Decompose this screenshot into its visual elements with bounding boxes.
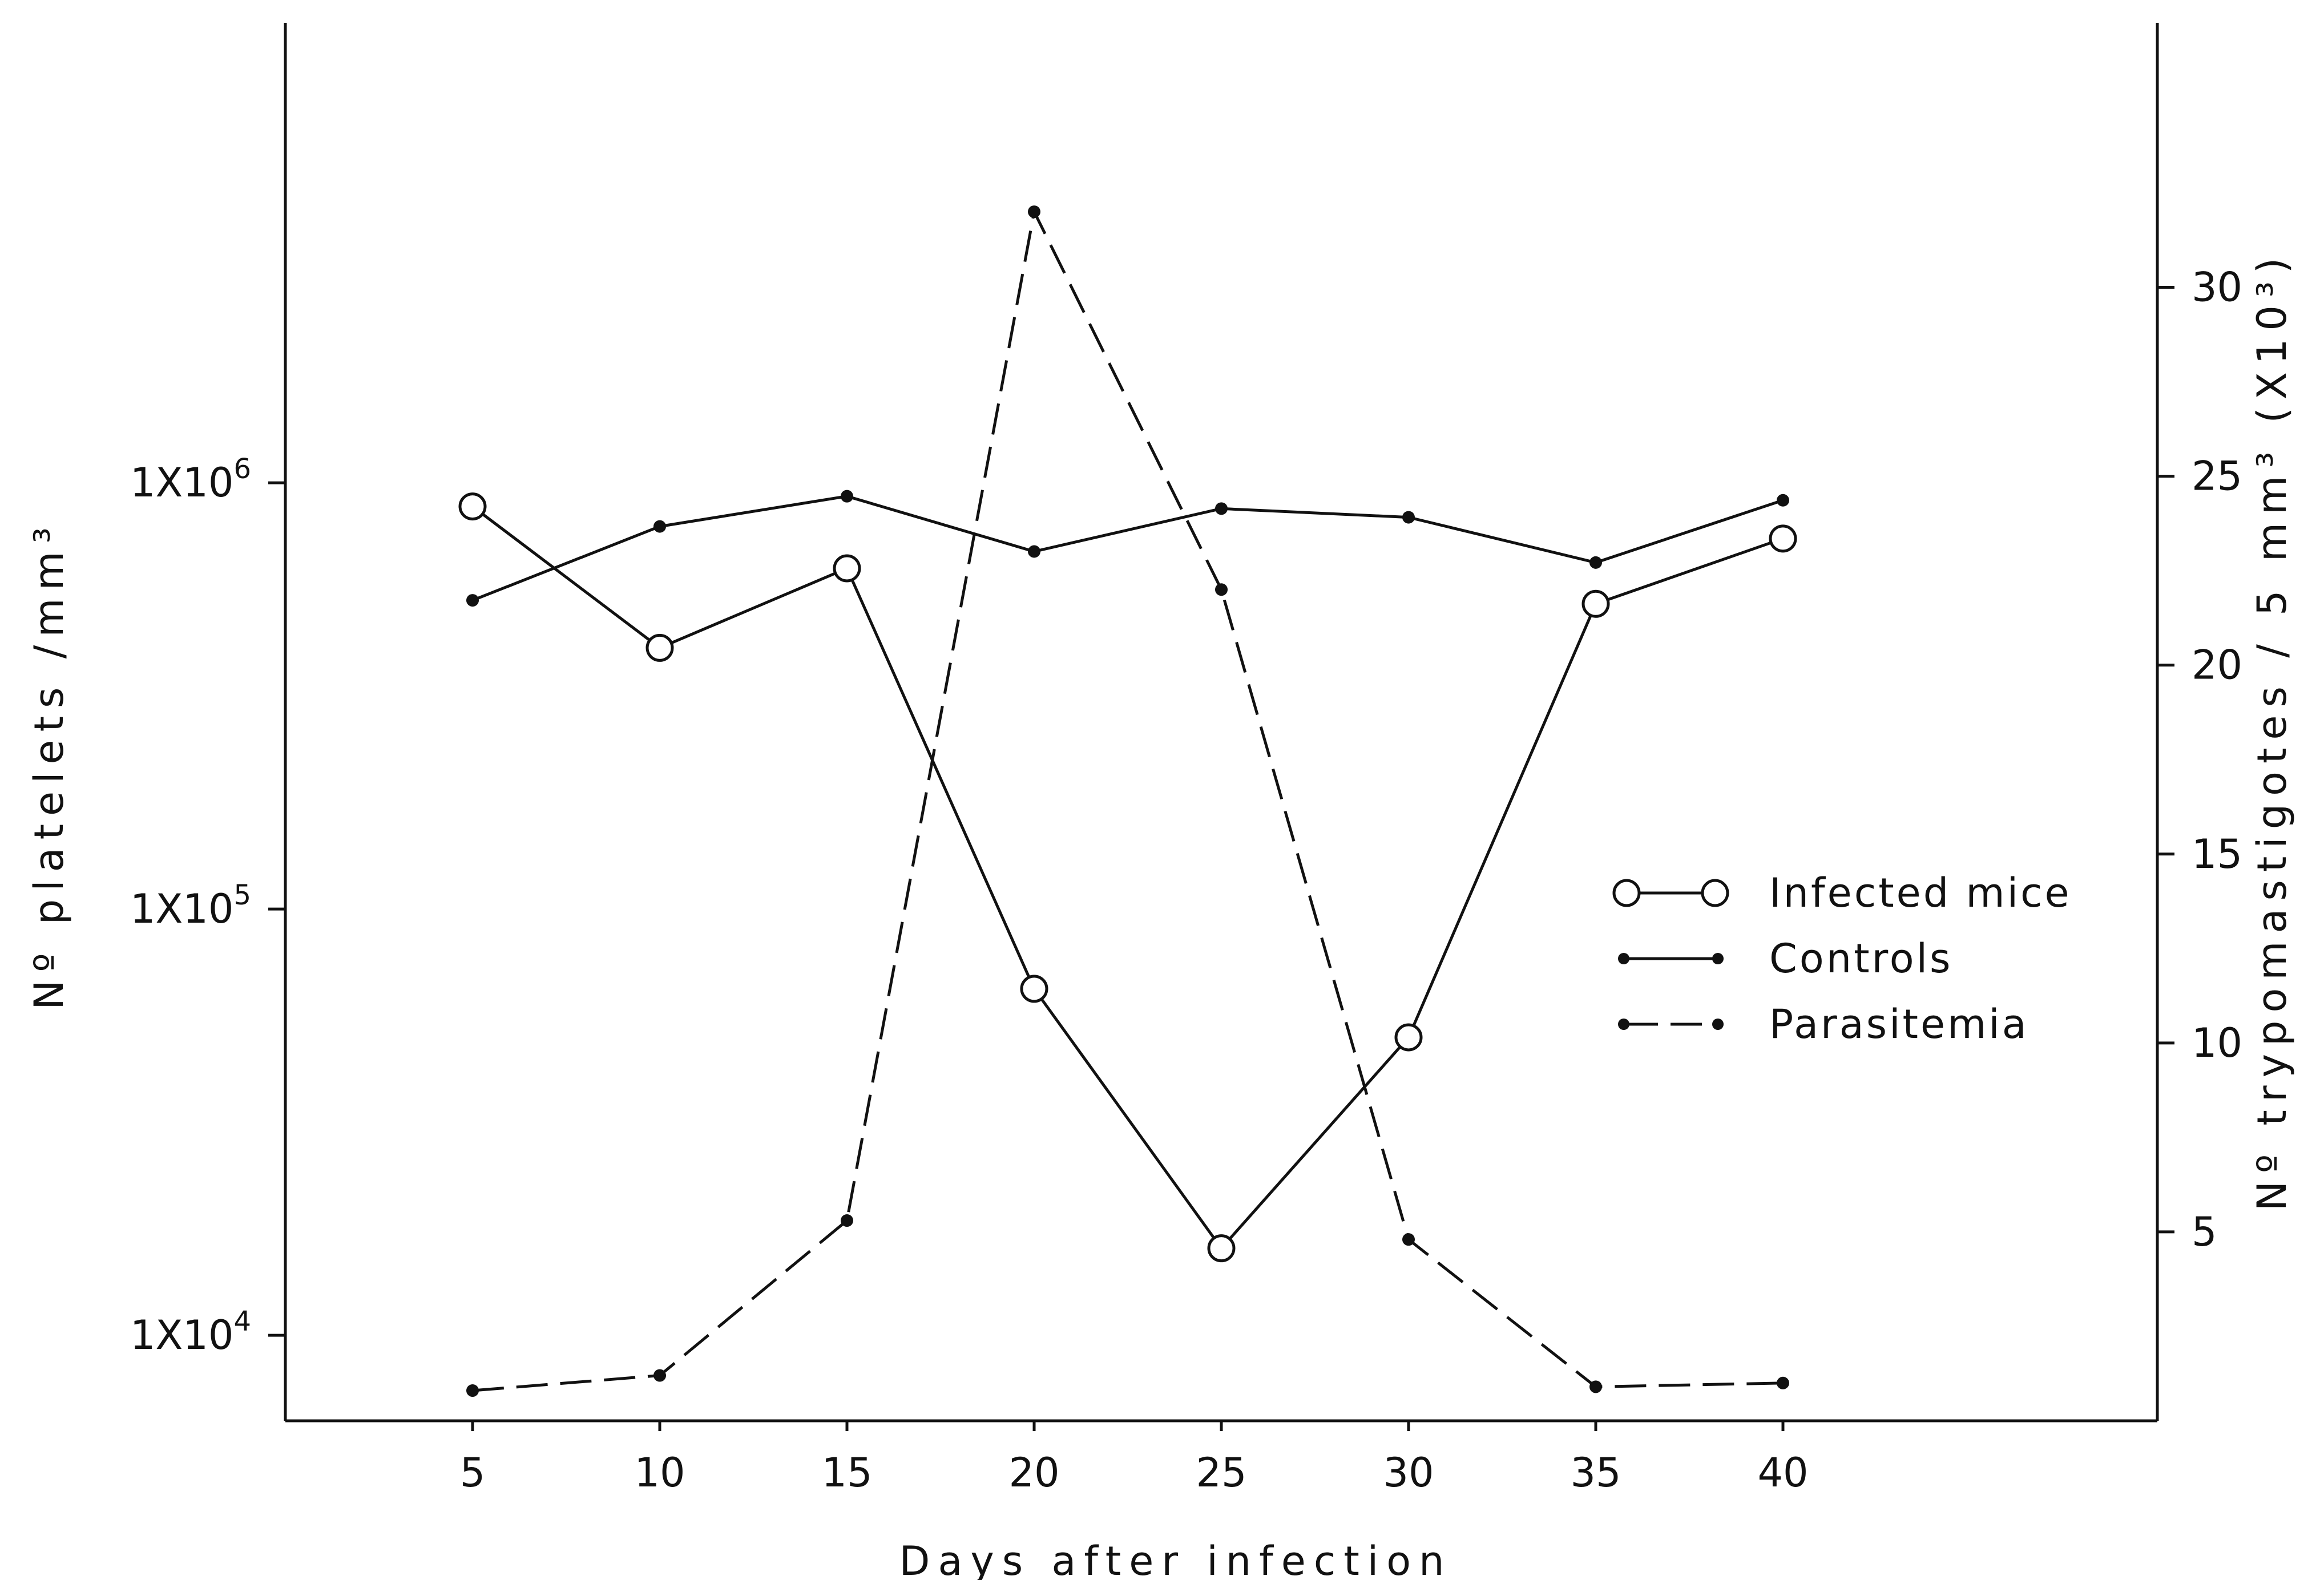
legend-marker-controls: [1618, 953, 1629, 964]
data-point-parasitemia: [1028, 205, 1040, 219]
data-point-parasitemia: [1215, 583, 1228, 596]
data-point-infected-mice: [1769, 524, 1797, 553]
legend-marker-infected-mice: [1701, 879, 1729, 907]
legend-label-controls: Controls: [1769, 935, 1953, 982]
x-tick-label: 25: [1196, 1449, 1246, 1496]
x-tick-label: 35: [1570, 1449, 1621, 1496]
axes: [284, 23, 2159, 1423]
data-point-infected-mice: [1207, 1234, 1236, 1263]
y-right-axis-title: Nº trypomastigotes / 5 mm³ (X10³): [2249, 250, 2295, 1211]
y-right-tick-label: 30: [2192, 264, 2242, 311]
legend: Infected mice Controls Parasitemia: [1612, 870, 2072, 1048]
data-point-parasitemia: [1589, 1380, 1602, 1393]
y-right-tick-label: 25: [2192, 453, 2242, 500]
legend-label-infected-mice: Infected mice: [1769, 870, 2072, 916]
data-point-parasitemia: [1402, 1233, 1415, 1246]
data-point-infected-mice: [645, 633, 674, 662]
y-left-tick-label: 1X105: [130, 879, 251, 932]
x-ticks: 5 10 15 20 25 30 35 40: [460, 1421, 1809, 1496]
data-point-controls: [1589, 556, 1602, 569]
series-line-infected-mice: [471, 505, 1784, 1251]
y-right-tick-label: 10: [2192, 1020, 2242, 1066]
data-point-infected-mice: [1394, 1023, 1423, 1052]
data-point-controls: [841, 490, 853, 503]
data-point-parasitemia: [1777, 1376, 1789, 1389]
data-point-infected-mice: [458, 492, 487, 521]
data-point-controls: [1402, 511, 1415, 524]
data-point-controls: [1215, 502, 1228, 515]
data-point-parasitemia: [653, 1369, 666, 1382]
legend-label-parasitemia: Parasitemia: [1769, 1001, 2029, 1048]
data-point-infected-mice: [1581, 589, 1610, 618]
x-tick-label: 30: [1383, 1449, 1434, 1496]
series-layer: [458, 205, 1797, 1397]
data-point-controls: [653, 520, 666, 533]
legend-marker-controls: [1712, 953, 1724, 964]
data-point-controls: [1028, 545, 1040, 558]
y-left-tick-label: 1X106: [130, 453, 251, 506]
y-right-tick-label: 20: [2192, 642, 2242, 689]
x-tick-label: 5: [460, 1449, 486, 1496]
x-tick-label: 15: [821, 1449, 872, 1496]
series-line-controls: [472, 495, 1784, 602]
legend-marker-infected-mice: [1612, 879, 1641, 907]
series-line-parasitemia: [472, 207, 1784, 1392]
data-point-infected-mice: [1020, 975, 1048, 1003]
data-point-parasitemia: [841, 1214, 853, 1227]
y-left-tick-label: 1X104: [130, 1306, 251, 1359]
y-right-tick-label: 15: [2192, 831, 2242, 878]
x-tick-label: 20: [1008, 1449, 1059, 1496]
data-point-controls: [1777, 494, 1789, 507]
data-point-controls: [466, 594, 479, 607]
x-axis-title: Days after infection: [899, 1538, 1452, 1580]
y-right-ticks: 5 10 15 20 25 30: [2157, 264, 2242, 1255]
y-left-ticks: 1X106 1X105 1X104: [130, 453, 285, 1359]
data-point-infected-mice: [833, 554, 861, 583]
x-tick-label: 10: [634, 1449, 685, 1496]
legend-marker-parasitemia: [1712, 1019, 1724, 1030]
data-point-parasitemia: [466, 1384, 479, 1397]
y-right-tick-label: 5: [2192, 1209, 2217, 1255]
legend-marker-parasitemia: [1618, 1019, 1629, 1030]
x-tick-label: 40: [1757, 1449, 1808, 1496]
y-left-axis-title: Nº platelets /mm³: [26, 519, 72, 1010]
